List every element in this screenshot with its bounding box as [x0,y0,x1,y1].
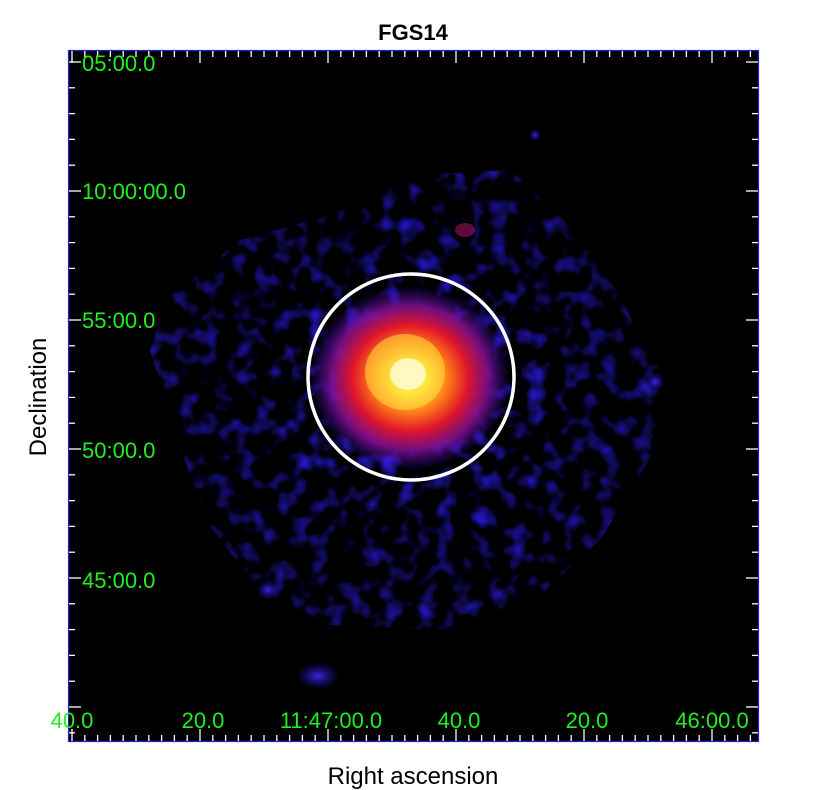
dec-tick-label: 50:00.0 [82,438,155,463]
ra-tick-label: 11:47:00.0 [280,708,382,733]
image-panel [69,51,758,741]
dec-tick-label: 55:00.0 [82,308,155,333]
ra-tick-label: 46:00.0 [675,708,748,733]
cluster-core [310,286,510,470]
axis-ticks [69,51,758,741]
ra-tick-label: 20.0 [566,708,609,733]
dec-tick-label: 45:00.0 [82,568,155,593]
ra-tick-label: 20.0 [182,708,225,733]
dec-tick-labels: 05:00.0 10:00:00.0 55:00.0 50:00.0 45:00… [82,51,186,593]
emission-clumps [256,129,665,690]
dec-tick-label: 10:00:00.0 [82,179,186,204]
image-title: FGS14 [378,20,448,45]
x-axis-title: Right ascension [328,763,499,790]
plot-frame [67,49,760,743]
dec-tick-label: 05:00.0 [82,51,155,76]
ra-tick-label: 40.0 [438,708,481,733]
ra-tick-label: 40.0 [51,708,94,733]
aperture-circle [306,272,516,482]
ra-tick-labels: 40.0 20.0 11:47:00.0 40.0 20.0 46:00.0 [51,708,749,733]
y-axis-title: Declination [25,338,52,457]
